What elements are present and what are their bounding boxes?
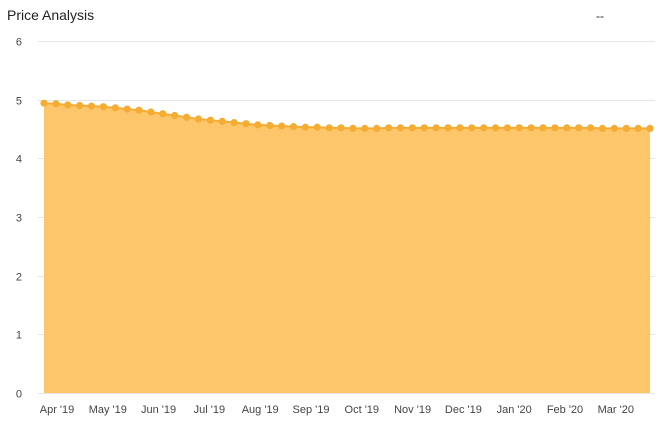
- data-point-5: [99, 103, 108, 111]
- data-point-9: [147, 108, 155, 116]
- data-point-22: [301, 123, 310, 131]
- y-tick-label: 6: [16, 37, 22, 49]
- data-point-14: [206, 116, 214, 124]
- data-point-6: [111, 104, 119, 112]
- data-point-34: [444, 124, 452, 132]
- data-point-30: [396, 124, 405, 132]
- y-tick-label: 4: [16, 154, 22, 166]
- data-point-13: [194, 115, 203, 123]
- data-point-23: [313, 123, 321, 131]
- data-point-2: [64, 101, 72, 109]
- x-tick-label: Jul '19: [194, 404, 225, 416]
- data-point-7: [123, 105, 131, 113]
- data-point-28: [373, 124, 381, 133]
- x-tick-label: Jan '20: [497, 404, 532, 416]
- data-point-19: [266, 121, 274, 130]
- data-point-16: [230, 118, 238, 127]
- data-point-45: [575, 124, 583, 132]
- data-point-29: [384, 124, 393, 132]
- data-point-48: [610, 124, 618, 133]
- data-point-20: [278, 122, 286, 130]
- data-point-11: [171, 111, 179, 120]
- data-point-12: [182, 113, 191, 121]
- data-point-44: [563, 124, 571, 132]
- data-point-0: [40, 99, 48, 107]
- data-point-4: [87, 102, 96, 110]
- x-tick-label: Jun '19: [141, 404, 176, 416]
- data-point-8: [135, 106, 143, 114]
- y-tick-label: 0: [16, 389, 22, 401]
- data-point-40: [515, 124, 523, 132]
- x-tick-label: Feb '20: [547, 404, 583, 416]
- x-tick-label: Aug '19: [242, 404, 279, 416]
- data-point-10: [159, 110, 167, 118]
- x-tick-label: Oct '19: [345, 404, 380, 416]
- data-point-32: [420, 124, 428, 132]
- x-tick-label: Sep '19: [293, 404, 330, 416]
- data-point-39: [503, 124, 512, 132]
- x-tick-label: Nov '19: [394, 404, 431, 416]
- x-tick-label: Dec '19: [445, 404, 482, 416]
- data-point-50: [634, 124, 642, 133]
- data-point-25: [337, 124, 345, 132]
- data-point-24: [325, 124, 333, 132]
- chart-title: Price Analysis: [7, 7, 95, 23]
- y-tick-label: 2: [16, 272, 22, 284]
- data-point-18: [254, 121, 262, 129]
- data-point-15: [218, 117, 226, 125]
- x-tick-label: May '19: [89, 404, 127, 416]
- data-point-3: [76, 101, 84, 110]
- data-point-47: [598, 124, 607, 133]
- x-tick-label: Mar '20: [598, 404, 634, 416]
- data-point-17: [242, 120, 250, 128]
- series-area: [44, 103, 650, 393]
- y-tick-label: 3: [16, 213, 22, 225]
- current-value: --: [596, 9, 604, 23]
- data-point-51: [646, 124, 654, 133]
- data-point-38: [491, 124, 500, 132]
- data-point-33: [432, 124, 440, 132]
- y-tick-label: 5: [16, 96, 22, 108]
- data-point-27: [361, 124, 369, 133]
- data-point-26: [349, 124, 357, 133]
- data-point-49: [622, 124, 630, 133]
- data-point-43: [551, 124, 559, 132]
- data-point-42: [539, 124, 547, 132]
- data-point-36: [468, 124, 476, 132]
- y-tick-label: 1: [16, 330, 22, 342]
- data-point-35: [456, 124, 464, 132]
- data-point-46: [586, 124, 595, 132]
- data-point-37: [480, 124, 488, 132]
- data-point-1: [52, 100, 60, 108]
- data-point-31: [408, 124, 416, 132]
- data-point-41: [527, 124, 535, 132]
- x-tick-label: Apr '19: [40, 404, 75, 416]
- data-point-21: [289, 123, 298, 131]
- series-line: [43, 102, 650, 130]
